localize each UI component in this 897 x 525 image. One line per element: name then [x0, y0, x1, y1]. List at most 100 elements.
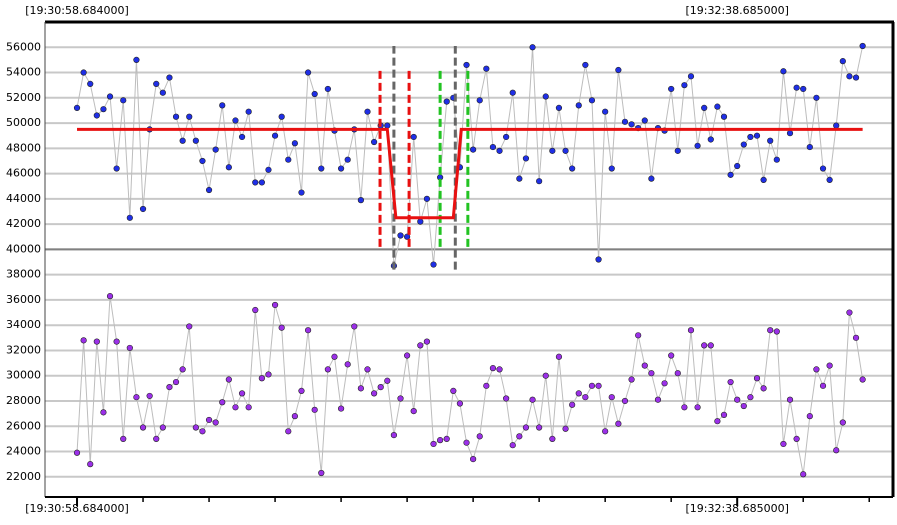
data-point — [628, 376, 635, 383]
data-point — [423, 195, 431, 202]
data-point — [760, 385, 767, 392]
data-point — [800, 85, 807, 93]
data-point — [833, 447, 840, 454]
data-point — [133, 56, 140, 63]
data-point — [483, 65, 490, 72]
data-point — [668, 352, 675, 359]
data-point — [153, 80, 160, 88]
data-point — [727, 171, 734, 178]
data-point — [139, 205, 147, 213]
data-point — [384, 122, 391, 129]
data-point — [166, 383, 173, 391]
data-point — [278, 324, 285, 331]
data-point — [212, 419, 219, 426]
y-tick-label: 48000 — [6, 141, 41, 154]
data-point — [503, 395, 510, 402]
data-point — [370, 138, 378, 146]
data-point — [219, 102, 226, 109]
data-point — [720, 113, 728, 120]
data-point — [410, 133, 417, 141]
y-tick-label: 54000 — [6, 66, 41, 79]
data-point — [337, 405, 345, 412]
data-point — [522, 155, 530, 162]
data-point — [100, 106, 107, 113]
data-point — [806, 413, 813, 420]
data-point — [819, 165, 827, 172]
data-point — [760, 176, 767, 184]
data-point — [476, 97, 483, 104]
data-point — [298, 387, 305, 394]
data-point — [549, 147, 556, 154]
data-point — [753, 132, 761, 139]
data-point — [219, 399, 226, 406]
data-point — [813, 366, 820, 373]
data-point — [608, 165, 615, 172]
x-tick-label: [19:32:38.685000] — [685, 502, 788, 515]
data-point — [179, 366, 186, 373]
data-point — [245, 404, 252, 411]
data-point — [159, 89, 166, 96]
data-point — [265, 371, 272, 378]
data-point — [780, 440, 787, 448]
data-point — [846, 73, 853, 80]
data-point — [298, 189, 305, 196]
data-point — [687, 73, 695, 80]
data-point — [331, 353, 338, 360]
data-point — [496, 147, 503, 154]
data-point — [113, 165, 120, 172]
data-point — [417, 342, 424, 349]
data-point — [648, 370, 655, 377]
data-point — [463, 439, 470, 446]
y-tick-label: 56000 — [6, 40, 41, 53]
data-point — [489, 143, 497, 151]
data-point — [93, 338, 100, 345]
data-point — [80, 69, 87, 76]
data-point — [483, 382, 490, 389]
data-point — [179, 137, 186, 144]
y-tick-label: 40000 — [6, 242, 41, 255]
y-tick-label: 30000 — [6, 369, 41, 382]
data-point — [694, 404, 701, 411]
data-point — [602, 428, 609, 435]
data-point — [707, 342, 714, 349]
data-point — [496, 366, 503, 373]
y-tick-label: 36000 — [6, 293, 41, 306]
data-point — [569, 165, 576, 172]
data-point — [324, 85, 331, 93]
data-point — [661, 380, 668, 387]
data-point — [734, 162, 741, 170]
y-tick-label: 34000 — [6, 318, 41, 331]
data-point — [839, 58, 846, 65]
data-point — [555, 353, 563, 360]
data-point — [522, 424, 530, 431]
data-point — [859, 42, 866, 50]
data-point — [166, 74, 173, 81]
data-point — [707, 136, 714, 143]
data-point — [384, 377, 391, 384]
y-tick-label: 32000 — [6, 343, 41, 356]
data-point — [404, 233, 411, 240]
y-tick-label: 28000 — [6, 394, 41, 407]
fit-line — [77, 127, 863, 220]
data-point — [430, 261, 437, 268]
data-point — [113, 338, 120, 345]
data-point — [225, 376, 232, 383]
data-point — [595, 256, 602, 263]
data-point — [852, 334, 860, 341]
data-point — [529, 396, 536, 403]
data-point — [205, 186, 213, 194]
data-point — [364, 108, 371, 115]
data-point — [456, 400, 464, 407]
data-point — [608, 394, 615, 401]
data-point — [271, 301, 279, 309]
data-point — [443, 98, 450, 105]
data-point — [793, 84, 800, 91]
data-point — [549, 435, 556, 442]
data-point — [311, 406, 318, 413]
data-point — [357, 197, 364, 204]
data-point — [740, 141, 747, 148]
data-point — [192, 424, 199, 431]
data-point — [509, 442, 516, 449]
data-point — [542, 372, 549, 379]
data-point — [786, 130, 794, 137]
